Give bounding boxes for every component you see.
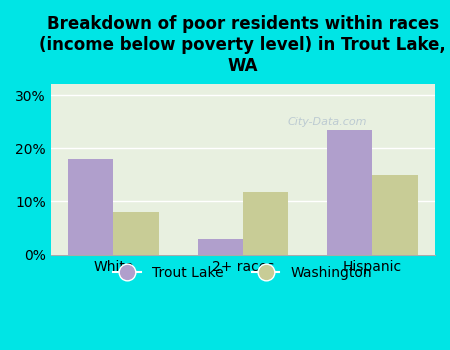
Title: Breakdown of poor residents within races
(income below poverty level) in Trout L: Breakdown of poor residents within races…	[40, 15, 446, 75]
Bar	[243, 192, 288, 255]
Bar	[68, 159, 113, 255]
Bar	[372, 175, 418, 255]
Text: City-Data.com: City-Data.com	[288, 117, 367, 127]
Bar	[198, 239, 243, 255]
Bar	[327, 130, 372, 255]
Bar	[113, 212, 159, 255]
Legend: Trout Lake, Washington: Trout Lake, Washington	[108, 260, 378, 285]
